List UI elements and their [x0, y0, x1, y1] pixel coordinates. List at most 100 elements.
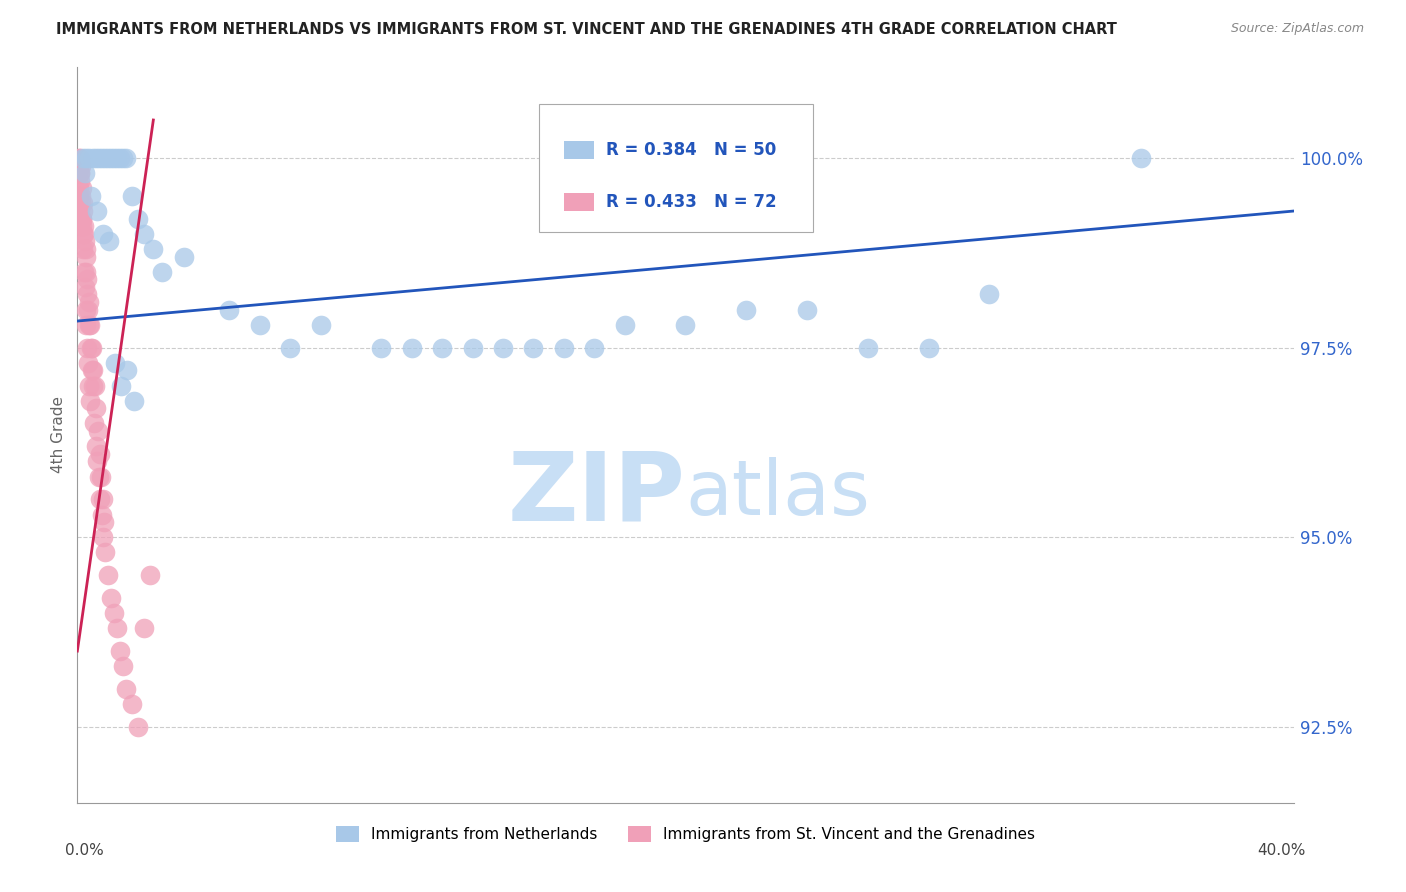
FancyBboxPatch shape [540, 103, 813, 233]
Point [82, 378, 104, 392]
Point [75, 151, 97, 165]
Point [675, 318, 697, 332]
Point [90, 469, 112, 483]
Point [73, 280, 96, 294]
Point [86, 454, 108, 468]
Point [67, 151, 90, 165]
Point [93, 545, 115, 559]
Point [115, 151, 138, 165]
Point [117, 363, 139, 377]
Point [75, 250, 97, 264]
Point [583, 341, 606, 355]
Point [553, 341, 575, 355]
Text: Source: ZipAtlas.com: Source: ZipAtlas.com [1230, 22, 1364, 36]
Point [79, 318, 101, 332]
Point [80, 341, 103, 355]
Point [91, 227, 114, 241]
Point [73, 265, 96, 279]
Point [77, 302, 100, 317]
Point [309, 318, 332, 332]
Point [142, 242, 165, 256]
Point [401, 341, 423, 355]
Point [72, 227, 94, 241]
Point [89, 492, 111, 507]
Point [84, 151, 107, 165]
Point [127, 720, 149, 734]
Point [75, 318, 97, 332]
Point [87, 151, 110, 165]
Point [127, 211, 149, 226]
Text: 40.0%: 40.0% [1257, 843, 1306, 858]
Point [796, 302, 818, 317]
Point [735, 302, 758, 317]
Point [72, 219, 94, 234]
Point [69, 159, 91, 173]
Legend: Immigrants from Netherlands, Immigrants from St. Vincent and the Grenadines: Immigrants from Netherlands, Immigrants … [330, 820, 1040, 848]
Point [218, 302, 240, 317]
Point [139, 568, 162, 582]
Point [115, 681, 138, 696]
Point [461, 341, 484, 355]
Point [93, 151, 115, 165]
Point [152, 265, 174, 279]
Point [69, 151, 91, 165]
FancyBboxPatch shape [564, 141, 595, 159]
Point [77, 356, 100, 370]
Text: ZIP: ZIP [508, 447, 686, 541]
Point [121, 697, 143, 711]
Point [89, 447, 111, 461]
Point [856, 341, 879, 355]
Point [613, 318, 636, 332]
Point [100, 591, 122, 605]
Text: R = 0.433   N = 72: R = 0.433 N = 72 [606, 193, 778, 211]
Point [73, 227, 96, 241]
Point [69, 174, 91, 188]
Point [76, 341, 98, 355]
Point [87, 469, 110, 483]
Point [67, 166, 90, 180]
Point [75, 302, 97, 317]
Point [1130, 151, 1153, 165]
Point [72, 211, 94, 226]
Point [108, 151, 131, 165]
Point [91, 492, 114, 507]
Point [75, 265, 97, 279]
Point [370, 341, 392, 355]
Point [105, 151, 128, 165]
Point [134, 227, 156, 241]
Point [70, 181, 93, 195]
Point [979, 287, 1001, 301]
Point [97, 568, 120, 582]
Point [80, 363, 103, 377]
Point [72, 196, 94, 211]
Point [492, 341, 515, 355]
Point [122, 393, 145, 408]
Point [111, 659, 134, 673]
Point [173, 250, 195, 264]
Point [75, 242, 97, 256]
Point [69, 166, 91, 180]
Text: atlas: atlas [686, 457, 870, 531]
Point [86, 424, 108, 438]
Point [522, 341, 544, 355]
Point [278, 341, 301, 355]
Point [93, 515, 115, 529]
Point [77, 378, 100, 392]
Point [70, 196, 93, 211]
Point [918, 341, 941, 355]
Point [77, 295, 100, 310]
Point [134, 621, 156, 635]
Point [70, 211, 93, 226]
Point [86, 401, 108, 416]
Point [97, 151, 120, 165]
Point [121, 189, 143, 203]
Point [73, 166, 96, 180]
Point [82, 151, 104, 165]
Point [79, 393, 101, 408]
Point [70, 189, 93, 203]
Point [67, 189, 90, 203]
Text: IMMIGRANTS FROM NETHERLANDS VS IMMIGRANTS FROM ST. VINCENT AND THE GRENADINES 4T: IMMIGRANTS FROM NETHERLANDS VS IMMIGRANT… [56, 22, 1118, 37]
Point [73, 219, 96, 234]
Point [105, 621, 128, 635]
Point [90, 508, 112, 522]
